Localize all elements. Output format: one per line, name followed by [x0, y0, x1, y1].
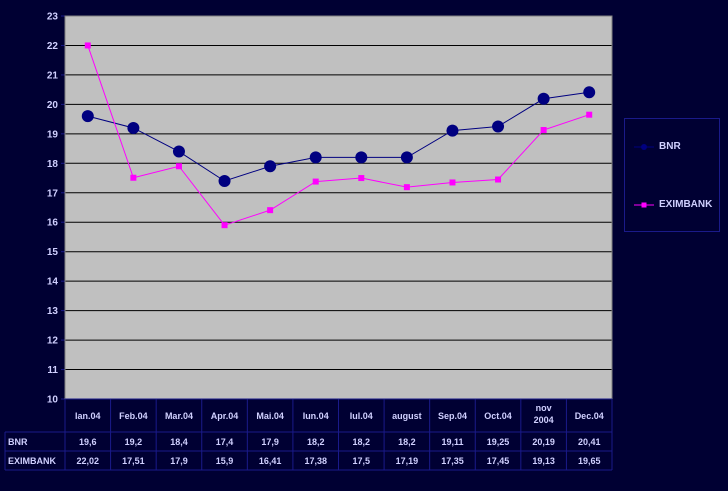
table-cell-bnr: 20,19 — [532, 437, 555, 447]
legend-marker-eximbank-icon — [634, 202, 654, 207]
legend-label-eximbank: EXIMBANK — [659, 199, 713, 210]
category-label: Mai.04 — [256, 411, 284, 421]
data-point-eximbank — [267, 207, 274, 214]
data-point-eximbank — [221, 222, 228, 229]
table-cell-bnr: 18,2 — [398, 437, 416, 447]
series-line-eximbank — [87, 45, 590, 226]
table-cell-bnr: 18,2 — [307, 437, 325, 447]
category-label: Sep.04 — [438, 411, 467, 421]
data-point-eximbank — [403, 184, 410, 191]
table-cell-eximbank: 17,9 — [170, 456, 188, 466]
y-tick-label: 13 — [47, 306, 59, 317]
y-tick-label: 12 — [47, 336, 59, 347]
chart-legend: BNR EXIMBANK — [624, 118, 720, 232]
data-point-bnr — [172, 145, 185, 158]
table-cell-bnr: 17,4 — [216, 437, 234, 447]
table-cell-eximbank: 17,51 — [122, 456, 145, 466]
table-cell-eximbank: 17,5 — [353, 456, 371, 466]
data-point-bnr — [127, 121, 140, 134]
y-tick-label: 15 — [47, 247, 59, 258]
table-cell-eximbank: 16,41 — [259, 456, 282, 466]
table-cell-bnr: 19,6 — [79, 437, 97, 447]
category-label: 2004 — [534, 415, 554, 425]
data-point-bnr — [218, 174, 231, 187]
table-cell-bnr: 17,9 — [261, 437, 279, 447]
data-point-bnr — [446, 124, 459, 137]
y-tick-label: 20 — [47, 100, 59, 111]
category-label: Oct.04 — [484, 411, 512, 421]
category-label: august — [392, 411, 422, 421]
category-label: Iul.04 — [350, 411, 373, 421]
y-tick-label: 16 — [47, 218, 59, 229]
data-point-eximbank — [586, 111, 593, 118]
data-point-eximbank — [175, 163, 182, 170]
table-cell-bnr: 19,25 — [487, 437, 510, 447]
y-tick-label: 17 — [47, 188, 59, 199]
category-label: Dec.04 — [575, 411, 604, 421]
y-tick-label: 23 — [47, 12, 59, 23]
data-point-eximbank — [312, 178, 319, 185]
category-label: Ian.04 — [75, 411, 101, 421]
table-cell-bnr: 18,4 — [170, 437, 188, 447]
table-cell-bnr: 18,2 — [353, 437, 371, 447]
table-cell-bnr: 19,2 — [125, 437, 143, 447]
table-cell-eximbank: 19,65 — [578, 456, 601, 466]
data-point-bnr — [583, 86, 596, 99]
data-point-bnr — [400, 151, 413, 164]
data-point-eximbank — [495, 176, 502, 183]
data-point-bnr — [537, 92, 550, 105]
data-point-bnr — [309, 151, 322, 164]
category-label: Apr.04 — [211, 411, 239, 421]
table-cell-bnr: 20,41 — [578, 437, 601, 447]
category-label: nov — [536, 403, 552, 413]
category-label: Feb.04 — [119, 411, 148, 421]
category-label: Iun.04 — [303, 411, 329, 421]
y-tick-label: 18 — [47, 159, 59, 170]
data-point-bnr — [355, 151, 368, 164]
data-point-bnr — [492, 120, 505, 133]
y-tick-label: 21 — [47, 70, 59, 81]
table-cell-eximbank: 17,19 — [396, 456, 419, 466]
legend-marker-bnr-icon — [634, 143, 654, 150]
table-cell-eximbank: 17,38 — [304, 456, 327, 466]
series-line-bnr — [87, 91, 590, 182]
data-point-eximbank — [358, 175, 365, 182]
data-point-eximbank — [130, 174, 137, 181]
table-cell-eximbank: 17,35 — [441, 456, 464, 466]
data-point-eximbank — [449, 179, 456, 186]
table-cell-eximbank: 17,45 — [487, 456, 510, 466]
data-point-eximbank — [540, 127, 547, 134]
legend-label-bnr: BNR — [659, 141, 681, 152]
y-tick-label: 10 — [47, 395, 59, 406]
legend-item-eximbank: EXIMBANK — [633, 199, 712, 210]
table-row-header-eximbank: EXIMBANK — [8, 456, 57, 466]
data-point-bnr — [264, 160, 277, 173]
y-tick-label: 11 — [47, 365, 58, 376]
y-tick-label: 14 — [47, 277, 59, 288]
data-point-bnr — [81, 110, 94, 123]
y-tick-label: 22 — [47, 41, 59, 52]
plot-area — [65, 16, 612, 399]
table-cell-eximbank: 15,9 — [216, 456, 234, 466]
legend-item-bnr: BNR — [633, 141, 681, 152]
y-tick-label: 19 — [47, 129, 59, 140]
table-cell-eximbank: 22,02 — [77, 456, 100, 466]
category-label: Mar.04 — [165, 411, 193, 421]
table-cell-eximbank: 19,13 — [532, 456, 555, 466]
table-cell-bnr: 19,11 — [441, 437, 463, 447]
table-row-header-bnr: BNR — [8, 437, 28, 447]
data-point-eximbank — [84, 42, 91, 49]
